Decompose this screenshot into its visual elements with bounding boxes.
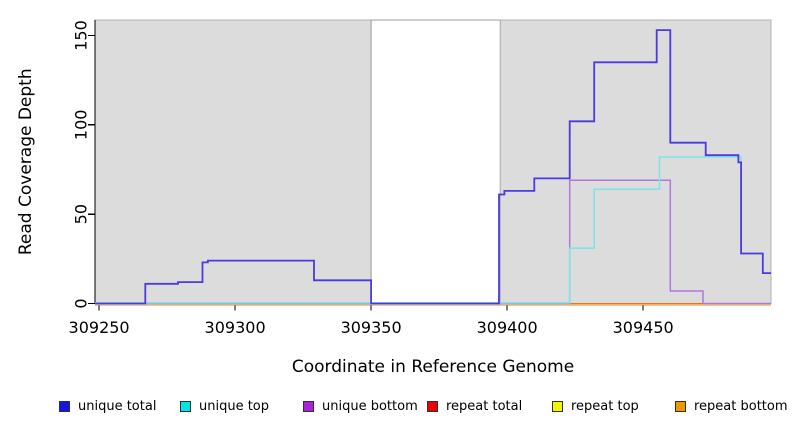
x-tick-label: 309350	[341, 318, 402, 337]
series-unique-total	[95, 29, 771, 305]
shaded-region-0	[94, 19, 372, 304]
x-tick-label: 309300	[205, 318, 266, 337]
y-tick-label: 0	[72, 298, 91, 308]
y-tick-label: 100	[72, 110, 91, 141]
shaded-region-1	[370, 19, 501, 304]
y-axis-title: Read Coverage Depth	[16, 68, 36, 255]
x-axis-title: Coordinate in Reference Genome	[292, 357, 574, 377]
x-tick-label: 309250	[69, 318, 130, 337]
x-tick-label: 309400	[477, 318, 538, 337]
y-tick-label: 50	[72, 204, 91, 224]
shaded-region-2	[499, 19, 772, 304]
x-tick-label: 309450	[613, 318, 674, 337]
y-tick-label: 150	[72, 20, 91, 51]
